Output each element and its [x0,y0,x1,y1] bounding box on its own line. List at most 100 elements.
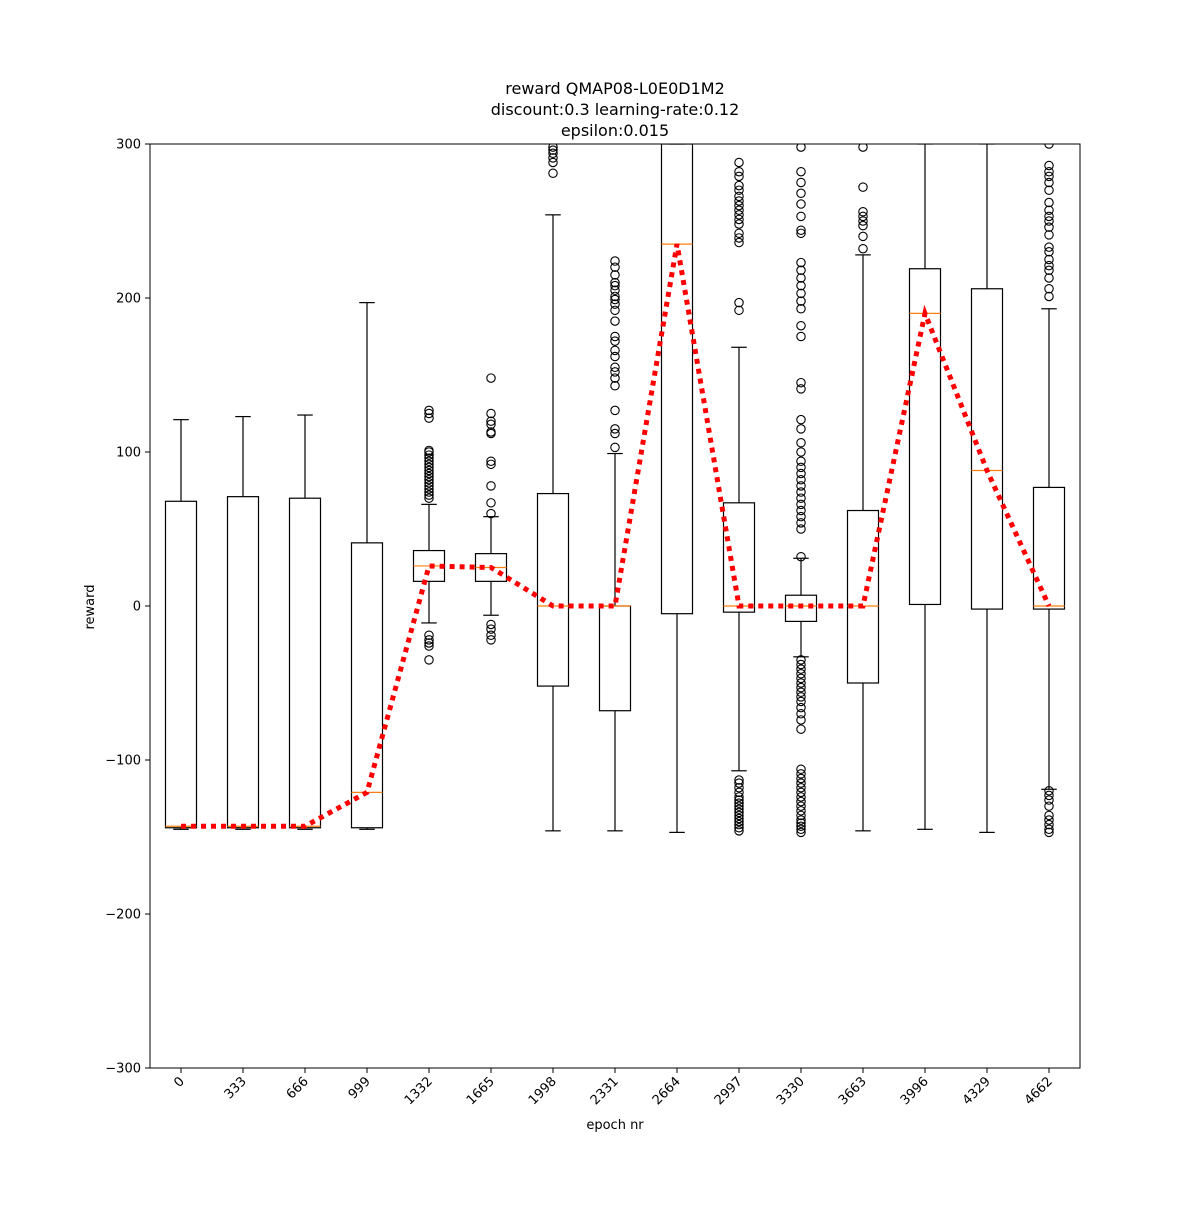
x-tick-label: 2331 [588,1074,622,1108]
outlier-point [424,487,434,497]
outlier-point [796,818,806,828]
outlier-point [1044,291,1054,302]
outlier-point [796,664,806,674]
outlier-point [610,285,620,296]
outlier-point [734,816,744,827]
outlier-point [796,511,806,522]
outlier-point [734,819,744,830]
outlier-point [734,228,744,239]
outlier-point [734,798,744,808]
box-iqr [970,288,1004,610]
outlier-point [796,304,806,314]
outlier-point [424,630,434,641]
outlier-point [796,384,806,394]
outlier-point [548,144,558,152]
outlier-point [796,377,806,388]
outlier-point [734,297,744,308]
outlier-point [610,299,620,309]
chart-title-line-2: discount:0.3 learning-rate:0.12 [491,100,740,119]
outlier-point [548,148,558,158]
box-group-1998 [536,144,570,832]
outlier-point [734,219,744,229]
outlier-point [1044,265,1054,276]
outlier-point [486,481,496,491]
y-axis-label: reward [83,584,98,629]
box-group-2664 [660,144,694,833]
outlier-point [796,474,806,485]
outlier-point [734,237,744,248]
x-tick-label: 1332 [402,1074,436,1108]
outlier-point [796,682,806,693]
outlier-point [1044,824,1054,835]
outlier-point [1044,284,1054,294]
outlier-point [796,331,806,342]
outlier-point [610,424,620,434]
outlier-point [610,262,620,272]
outlier-point [796,827,806,838]
outlier-point [486,630,496,641]
outlier-point [858,220,868,231]
box-iqr [350,542,384,829]
box-group-999 [350,302,384,830]
outlier-point [796,551,806,562]
outlier-point [1044,197,1054,208]
y-tick-label: 300 [116,138,141,153]
chart-title: reward QMAP08-L0E0D1M2 discount:0.3 lear… [491,79,740,140]
outlier-point [610,331,620,342]
outlier-point [424,474,434,485]
outlier-point [734,305,744,316]
outlier-point [796,438,806,448]
outlier-point [796,821,806,831]
outlier-point [610,291,620,302]
outlier-point [734,801,744,811]
outlier-point [424,635,434,645]
outlier-point [734,191,744,202]
box-iqr [226,496,260,829]
outlier-point [734,200,744,211]
outlier-point [1044,171,1054,182]
outlier-point [796,166,806,177]
outlier-point [858,182,868,192]
outlier-point [424,481,434,491]
outlier-point [796,806,806,816]
outlier-point [796,456,806,466]
box-iqr [536,492,570,687]
x-tick-label: 999 [346,1074,374,1102]
outlier-point [1044,273,1054,283]
outlier-point [796,296,806,306]
outlier-point [734,813,744,824]
outlier-point [796,257,806,268]
outlier-point [796,669,806,679]
outlier-point [424,453,434,463]
outlier-point [796,225,806,235]
box-group-4662 [1032,144,1066,838]
outlier-point [610,345,620,356]
box-group-3996 [908,144,942,830]
y-tick-label: −200 [105,908,141,923]
outlier-point [796,687,806,697]
outlier-point [796,487,806,497]
axes: −300 −200 −100 0 100 200 300 0 333 666 999 1332 1665… [105,138,1081,1108]
outlier-point [734,826,744,836]
outlier-point [424,655,434,665]
outlier-point [610,362,620,373]
plot-area [164,144,1066,838]
outlier-point [796,782,806,793]
outlier-point [796,505,806,516]
outlier-point [796,144,806,152]
outlier-point [796,493,806,503]
outlier-point [858,243,868,254]
outlier-point [858,207,868,217]
median-trend-line [181,243,1052,829]
outlier-point [734,775,744,785]
outlier-point [734,233,744,243]
outlier-point [734,157,744,168]
outlier-point [424,484,434,494]
outlier-point [1044,260,1054,271]
outlier-point [424,450,434,460]
outlier-point [796,481,806,491]
outlier-point [796,787,806,798]
outlier-point [796,414,806,425]
outlier-point [610,367,620,377]
x-tick-label: 4662 [1022,1074,1056,1108]
